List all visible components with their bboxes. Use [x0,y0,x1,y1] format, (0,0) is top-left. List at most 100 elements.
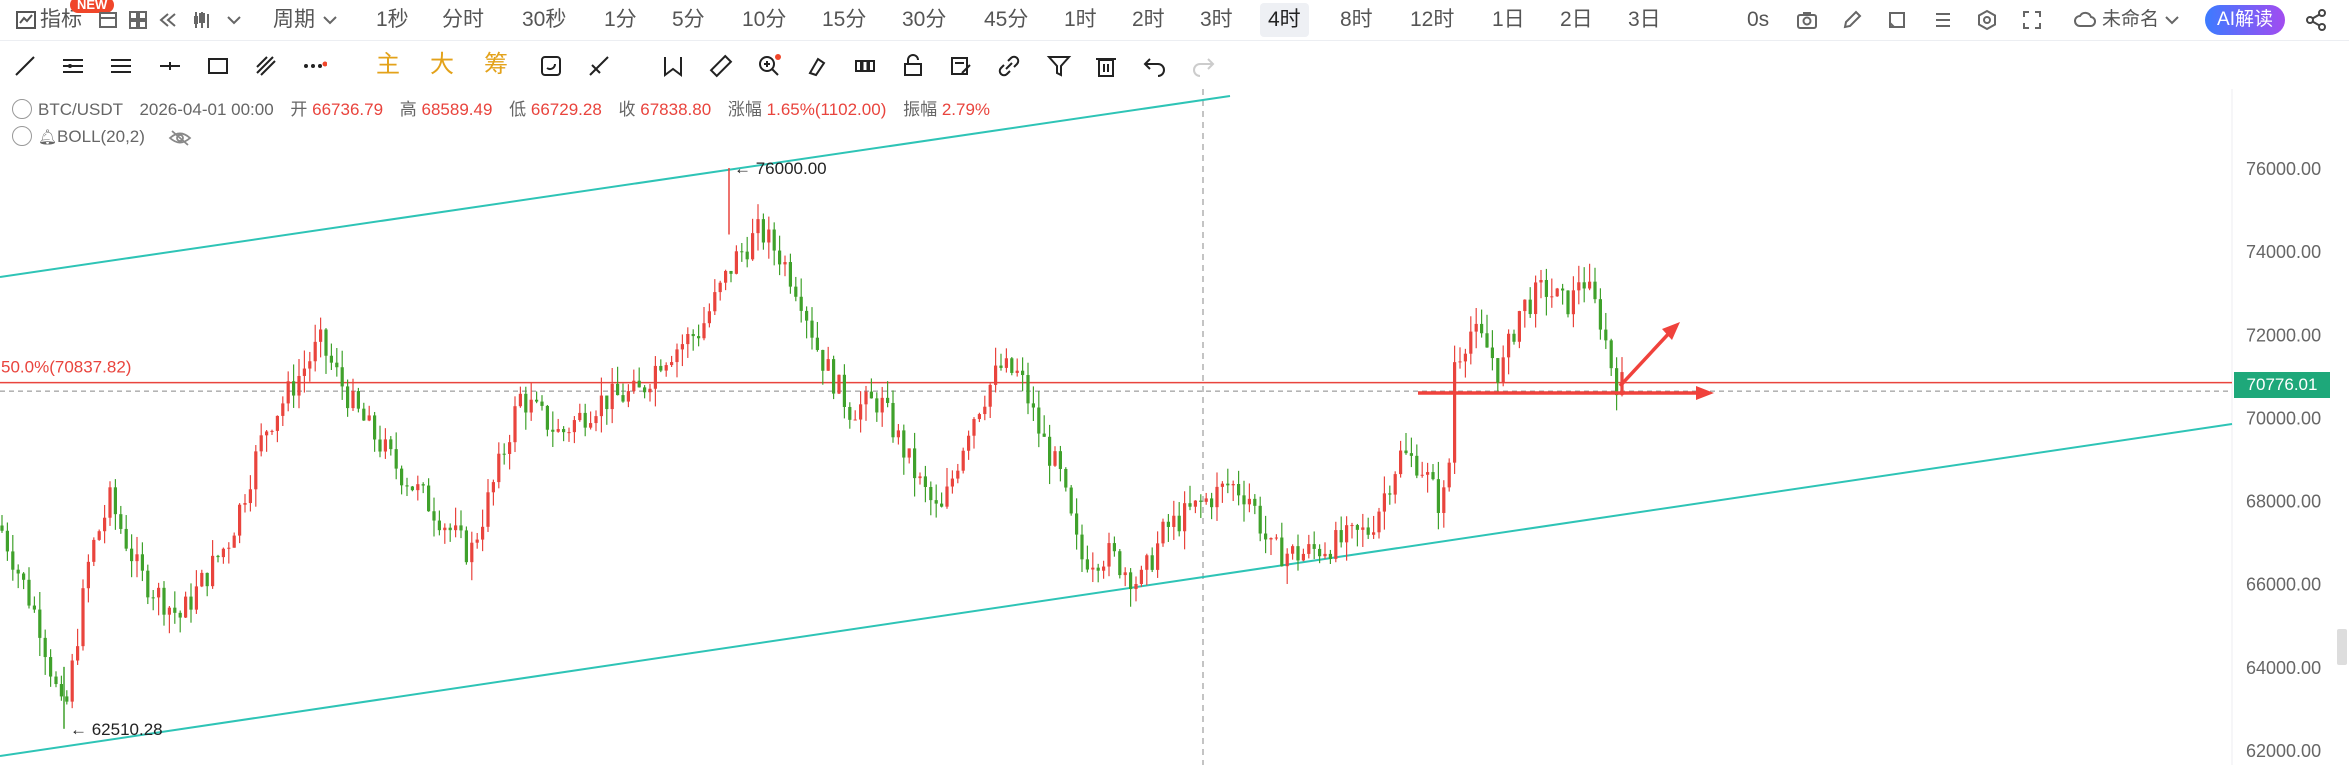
rectangle-icon[interactable] [205,53,231,79]
candle-body [1193,500,1197,507]
candle-body [1561,288,1565,291]
candle-body [184,596,188,618]
replay-icon[interactable] [156,8,180,32]
fib-icon[interactable] [253,53,279,79]
candle-body [1048,436,1052,466]
interval-3日[interactable]: 3日 [1628,8,1661,31]
period-chevron-icon[interactable] [318,8,342,32]
candle-body [130,548,134,562]
undo-icon[interactable] [1142,53,1168,79]
interval-3时[interactable]: 3时 [1200,8,1233,31]
chips-toggle[interactable]: 筹 [484,51,508,78]
candle-body [589,423,593,428]
low-label: 低 [509,100,527,119]
y-tick-label: 68000.00 [2246,492,2321,512]
settings-icon[interactable] [1975,8,1999,32]
collapse-indicator-icon[interactable] [12,125,32,146]
symbol: BTC/USDT [38,100,123,119]
main-chart-toggle[interactable]: 主 [376,51,400,78]
interval-2时[interactable]: 2时 [1132,8,1165,31]
edit-note-icon[interactable] [948,53,974,79]
candle-body [427,485,431,512]
interval-5分[interactable]: 5分 [672,8,705,31]
interval-10分[interactable]: 10分 [742,8,787,31]
interval-12时[interactable]: 12时 [1410,8,1455,31]
candle-body [373,415,377,440]
link-icon[interactable] [996,53,1022,79]
candle-type-icon[interactable] [190,8,214,32]
interval-15分[interactable]: 15分 [822,8,867,31]
candle-body [491,482,495,493]
interval-45分[interactable]: 45分 [984,8,1029,31]
scroll-handle[interactable] [2337,629,2347,665]
trend-line-icon[interactable] [12,53,38,79]
interval-4时[interactable]: 4时 [1260,3,1309,37]
more-tools-icon[interactable] [301,53,327,79]
ruler-icon[interactable] [708,53,734,79]
candle-body [119,514,123,529]
layout-icon[interactable] [126,8,150,32]
sync-icon[interactable] [538,53,564,79]
candle-body [707,311,711,324]
candle-body [513,406,517,443]
horizontal-ray-icon[interactable] [157,53,183,79]
hide-eye-icon[interactable] [168,129,192,147]
expand-icon[interactable] [2020,8,2044,32]
candle-body [270,430,274,432]
bell-icon[interactable]: 🔔︎ [38,129,58,146]
zoom-in-icon[interactable] [756,53,782,79]
interval-1分[interactable]: 1分 [604,8,637,31]
eraser-icon[interactable] [804,53,830,79]
high-value: 68589.49 [421,100,493,119]
cloud-icon[interactable] [2073,8,2097,32]
interval-1时[interactable]: 1时 [1064,8,1097,31]
indicator-icon[interactable] [14,8,38,32]
collapse-icon[interactable] [12,98,32,119]
share-icon[interactable] [2304,8,2328,32]
camera-icon[interactable] [1795,8,1819,32]
pencil-icon[interactable] [1840,8,1864,32]
interval-1日[interactable]: 1日 [1492,8,1525,31]
magnet-icon[interactable] [852,53,878,79]
candle-body [421,484,425,486]
candle-body [81,588,85,647]
interval-30分[interactable]: 30分 [902,8,947,31]
candle-body [599,395,603,417]
candle-body [1345,525,1349,543]
interval-分时[interactable]: 分时 [442,8,484,31]
candle-body [783,262,787,265]
candlestick-chart[interactable]: 76000.00 74000.00 72000.00 70000.00 68000.00… [0,89,2349,765]
layout-chevron-icon[interactable] [2160,8,2184,32]
period-button[interactable]: 周期 [273,8,315,31]
template-icon[interactable] [96,8,120,32]
chevron-down-icon[interactable] [222,8,246,32]
fullscreen-window-icon[interactable] [1885,8,1909,32]
interval-30秒[interactable]: 30秒 [522,8,567,31]
annotation-icon[interactable] [660,53,686,79]
horizontal-lines-icon[interactable] [108,53,134,79]
candle-body [1393,474,1397,495]
candle-body [1220,483,1224,487]
large-chart-toggle[interactable]: 大 [430,51,454,78]
layout-name[interactable]: 未命名 [2102,9,2160,30]
candle-body [616,383,620,396]
delete-icon[interactable] [1093,53,1119,79]
indicators-button[interactable]: 指标 [40,8,82,31]
candle-body [675,349,679,363]
list-icon[interactable] [1930,8,1954,32]
candle-body [1388,493,1392,495]
open-label: 开 [290,100,308,119]
candle-body [378,439,382,452]
interval-8时[interactable]: 8时 [1340,8,1373,31]
unlock-icon[interactable] [900,53,926,79]
filter-icon[interactable] [1046,53,1072,79]
candle-body [151,597,155,599]
candle-body [205,572,209,587]
measure-icon[interactable] [586,53,612,79]
redo-icon[interactable] [1190,53,1216,79]
ai-analysis-button[interactable]: AI解读 [2205,5,2285,35]
indicator-legend: 🔔︎BOLL(20,2) [0,124,192,150]
parallel-lines-icon[interactable] [60,53,86,79]
interval-2日[interactable]: 2日 [1560,8,1593,31]
interval-1秒[interactable]: 1秒 [376,8,409,31]
